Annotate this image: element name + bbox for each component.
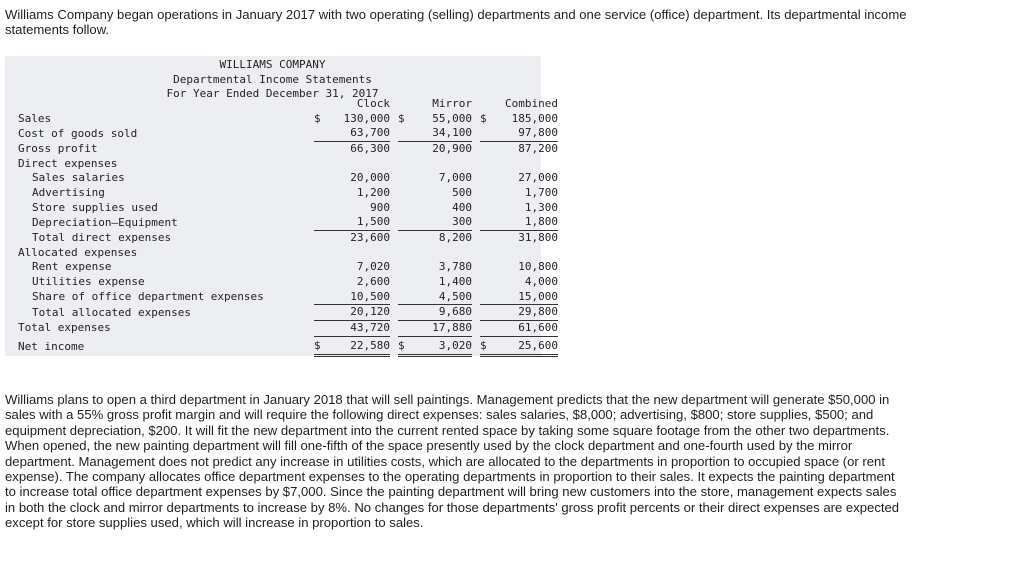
value-clock: 22,580 (328, 336, 390, 357)
value-mirror: 55,000 (432, 111, 472, 125)
value-clock: 66,300 (350, 141, 390, 155)
plan-paragraph: Williams plans to open a third departmen… (5, 392, 900, 531)
value-combined: 87,200 (518, 141, 558, 155)
statement-period: For Year Ended December 31, 2017 (166, 87, 379, 101)
label: Net income (18, 340, 85, 353)
dollar-sign: $ (398, 336, 412, 357)
row-depreciation: Depreciation—Equipment 1,500 300 1,800 (18, 215, 558, 231)
dollar-sign: $ (398, 111, 405, 125)
label: Total expenses (18, 321, 111, 335)
value-combined: 27,000 (518, 171, 558, 185)
row-direct-expenses-header: Direct expenses (18, 157, 558, 172)
label: Sales salaries (32, 171, 125, 185)
row-store-supplies: Store supplies used 900 400 1,300 (18, 201, 558, 216)
income-statement-table: Clock Mirror Combined Sales $130,000 $55… (18, 97, 558, 357)
label: Utilities expense (32, 274, 145, 288)
value-clock: 23,600 (350, 230, 390, 244)
row-advertising: Advertising 1,200 500 1,700 (18, 186, 558, 201)
value-clock: 10,500 (328, 289, 390, 306)
dollar-sign: $ (480, 336, 494, 357)
value-mirror: 7,000 (438, 171, 472, 185)
value-clock: 7,020 (356, 260, 390, 274)
value-mirror: 500 (452, 185, 472, 199)
label: Total allocated expenses (32, 305, 191, 319)
company-name: WILLIAMS COMPANY (219, 58, 326, 71)
row-rent: Rent expense 7,020 3,780 10,800 (18, 260, 558, 275)
row-total-allocated: Total allocated expenses 20,120 9,680 29… (18, 304, 558, 321)
value-combined: 31,800 (518, 230, 558, 244)
value-clock: 1,500 (328, 215, 390, 231)
row-allocated-expenses-header: Allocated expenses (18, 246, 558, 261)
value-mirror: 3,780 (438, 260, 472, 274)
dollar-sign: $ (314, 336, 328, 357)
value-clock: 43,720 (328, 320, 390, 337)
value-mirror: 34,100 (412, 126, 472, 142)
value-combined: 1,300 (524, 200, 558, 214)
label: Rent expense (32, 260, 112, 274)
value-mirror: 300 (412, 215, 472, 231)
label: Cost of goods sold (18, 126, 138, 140)
value-combined: 1,700 (524, 185, 558, 199)
statement-title: Departmental Income Statements (173, 72, 372, 86)
value-mirror: 8,200 (438, 230, 472, 244)
col-combined: Combined (505, 97, 558, 110)
column-header-row: Clock Mirror Combined (18, 97, 558, 112)
col-clock: Clock (356, 97, 390, 110)
label: Store supplies used (32, 200, 158, 214)
col-mirror: Mirror (432, 97, 472, 110)
label: Advertising (32, 185, 105, 199)
value-clock: 63,700 (328, 126, 390, 142)
value-mirror: 3,020 (412, 336, 472, 357)
intro-paragraph: Williams Company began operations in Jan… (5, 7, 907, 38)
row-total-direct: Total direct expenses 23,600 8,200 31,80… (18, 230, 558, 245)
value-combined: 10,800 (518, 260, 558, 274)
label: Depreciation—Equipment (32, 215, 178, 229)
row-gross-profit: Gross profit 66,300 20,900 87,200 (18, 141, 558, 156)
statement-header: WILLIAMS COMPANY Departmental Income Sta… (0, 58, 545, 102)
value-mirror: 20,900 (432, 141, 472, 155)
value-mirror: 4,500 (412, 289, 472, 306)
value-combined: 15,000 (494, 289, 558, 306)
row-cogs: Cost of goods sold 63,700 34,100 97,800 (18, 126, 558, 142)
value-combined: 4,000 (524, 274, 558, 288)
value-clock: 2,600 (356, 274, 390, 288)
dollar-sign: $ (314, 111, 321, 125)
value-clock: 20,000 (350, 171, 390, 185)
label: Share of office department expenses (32, 290, 264, 304)
row-utilities: Utilities expense 2,600 1,400 4,000 (18, 275, 558, 290)
value-combined: 61,600 (494, 320, 558, 337)
row-office-share: Share of office department expenses 10,5… (18, 289, 558, 306)
label: Direct expenses (18, 156, 118, 170)
label: Sales (18, 111, 52, 125)
value-clock: 900 (370, 200, 390, 214)
value-mirror: 1,400 (438, 274, 472, 288)
value-clock: 130,000 (343, 111, 390, 125)
value-combined: 29,800 (494, 304, 558, 321)
label: Gross profit (18, 141, 98, 155)
value-combined: 25,600 (494, 336, 558, 357)
row-total-expenses: Total expenses 43,720 17,880 61,600 (18, 320, 558, 337)
row-net-income: Net income $22,580 $3,020 $25,600 (18, 336, 558, 357)
row-sales: Sales $130,000 $55,000 $185,000 (18, 112, 558, 127)
dollar-sign: $ (480, 111, 487, 125)
value-clock: 1,200 (356, 185, 390, 199)
value-clock: 20,120 (328, 304, 390, 321)
value-combined: 1,800 (494, 215, 558, 231)
row-sales-salaries: Sales salaries 20,000 7,000 27,000 (18, 171, 558, 186)
value-mirror: 400 (452, 200, 472, 214)
value-mirror: 9,680 (412, 304, 472, 321)
value-mirror: 17,880 (412, 320, 472, 337)
value-combined: 97,800 (494, 126, 558, 142)
label: Total direct expenses (32, 230, 172, 244)
value-combined: 185,000 (511, 111, 558, 125)
label: Allocated expenses (18, 245, 138, 259)
